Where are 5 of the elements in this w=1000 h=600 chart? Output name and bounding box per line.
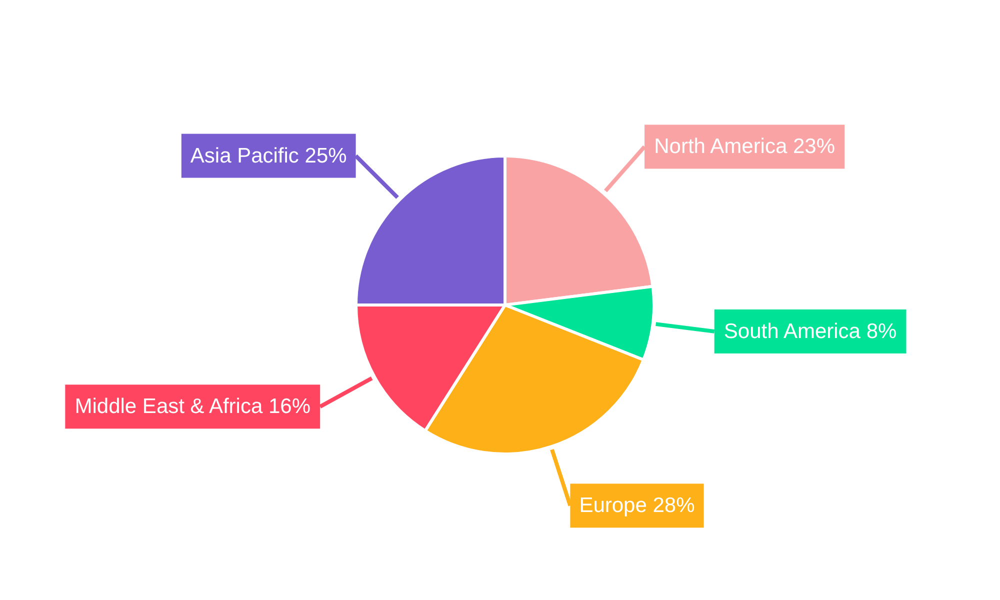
slice-label: North America 23% (654, 135, 836, 158)
slice-label: Europe 28% (579, 494, 695, 518)
slice-label: Asia Pacific 25% (190, 144, 347, 168)
slice-label: Middle East & Africa 16% (74, 395, 311, 418)
slice-label: South America 8% (724, 320, 897, 343)
